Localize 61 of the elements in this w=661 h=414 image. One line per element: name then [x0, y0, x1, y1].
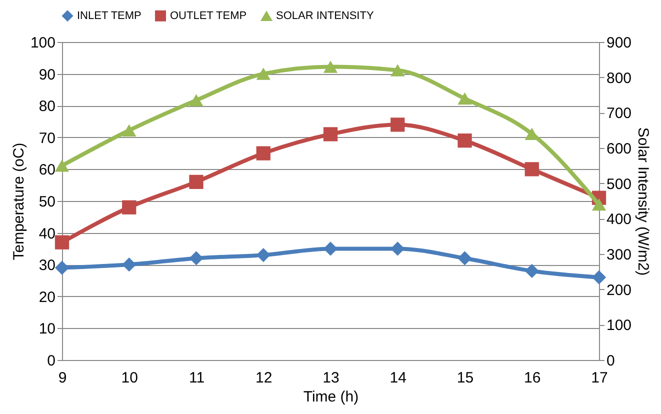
point: [390, 242, 405, 256]
point: [122, 124, 136, 136]
x-axis-title: Time (h): [303, 388, 359, 406]
y-tick-label: 40: [38, 225, 56, 242]
point: [54, 235, 70, 250]
x-tick-label: 10: [121, 370, 138, 386]
y-tick-label: 0: [47, 352, 56, 370]
y-axis-title: Temperature (oC): [10, 142, 28, 260]
point: [524, 162, 539, 176]
x-tick-label: 11: [188, 370, 205, 386]
y-tick-label: 60: [38, 162, 56, 179]
y2-tick-label: 300: [606, 246, 632, 264]
y-tick-label: 30: [38, 257, 56, 274]
y2-axis-title: Solar Intensity (W/m2): [634, 127, 652, 276]
y-tick-label: 90: [38, 66, 56, 84]
point: [390, 64, 405, 76]
y-tick-label: 20: [38, 288, 56, 306]
point: [458, 92, 472, 105]
point: [122, 200, 136, 214]
y2-tick-label: 100: [606, 317, 632, 334]
point: [458, 251, 472, 266]
y-tick-label: 10: [38, 320, 56, 338]
point: [323, 127, 338, 142]
y-tick-label: 70: [38, 130, 56, 147]
point: [189, 251, 204, 266]
point: [256, 68, 270, 80]
y2-tick-label: 400: [606, 211, 632, 228]
y-tick-label: 50: [38, 194, 56, 210]
y2-tick-label: 500: [606, 176, 632, 193]
y2-tick-label: 600: [606, 140, 632, 158]
point: [54, 260, 70, 275]
point: [122, 258, 136, 272]
point: [189, 174, 204, 189]
y2-tick-label: 700: [606, 105, 632, 122]
x-tick-label: 14: [390, 370, 406, 386]
legend-label: INLET TEMP: [77, 10, 142, 22]
point: [390, 118, 405, 132]
legend-label: OUTLET TEMP: [170, 10, 247, 22]
y2-tick-label: 0: [606, 352, 615, 370]
y-tick-label: 100: [30, 34, 56, 52]
y2-tick-label: 800: [606, 70, 632, 87]
point: [524, 264, 539, 278]
x-tick-label: 17: [591, 370, 608, 386]
x-tick-label: 16: [524, 370, 541, 386]
point: [592, 198, 606, 211]
y2-tick-label: 200: [606, 282, 632, 299]
legend-label: SOLAR INTENSITY: [276, 10, 374, 22]
point: [256, 146, 270, 160]
x-tick-label: 15: [456, 370, 474, 386]
x-tick-label: 9: [58, 370, 67, 386]
x-tick-label: 13: [322, 370, 340, 386]
x-tick-label: 12: [256, 370, 272, 386]
y2-tick-label: 900: [606, 34, 632, 52]
point: [592, 270, 606, 284]
point: [323, 242, 338, 256]
point: [54, 160, 70, 172]
point: [323, 60, 338, 73]
point: [458, 134, 472, 148]
point: [256, 248, 270, 262]
point: [189, 94, 204, 106]
y-tick-label: 80: [38, 98, 56, 116]
